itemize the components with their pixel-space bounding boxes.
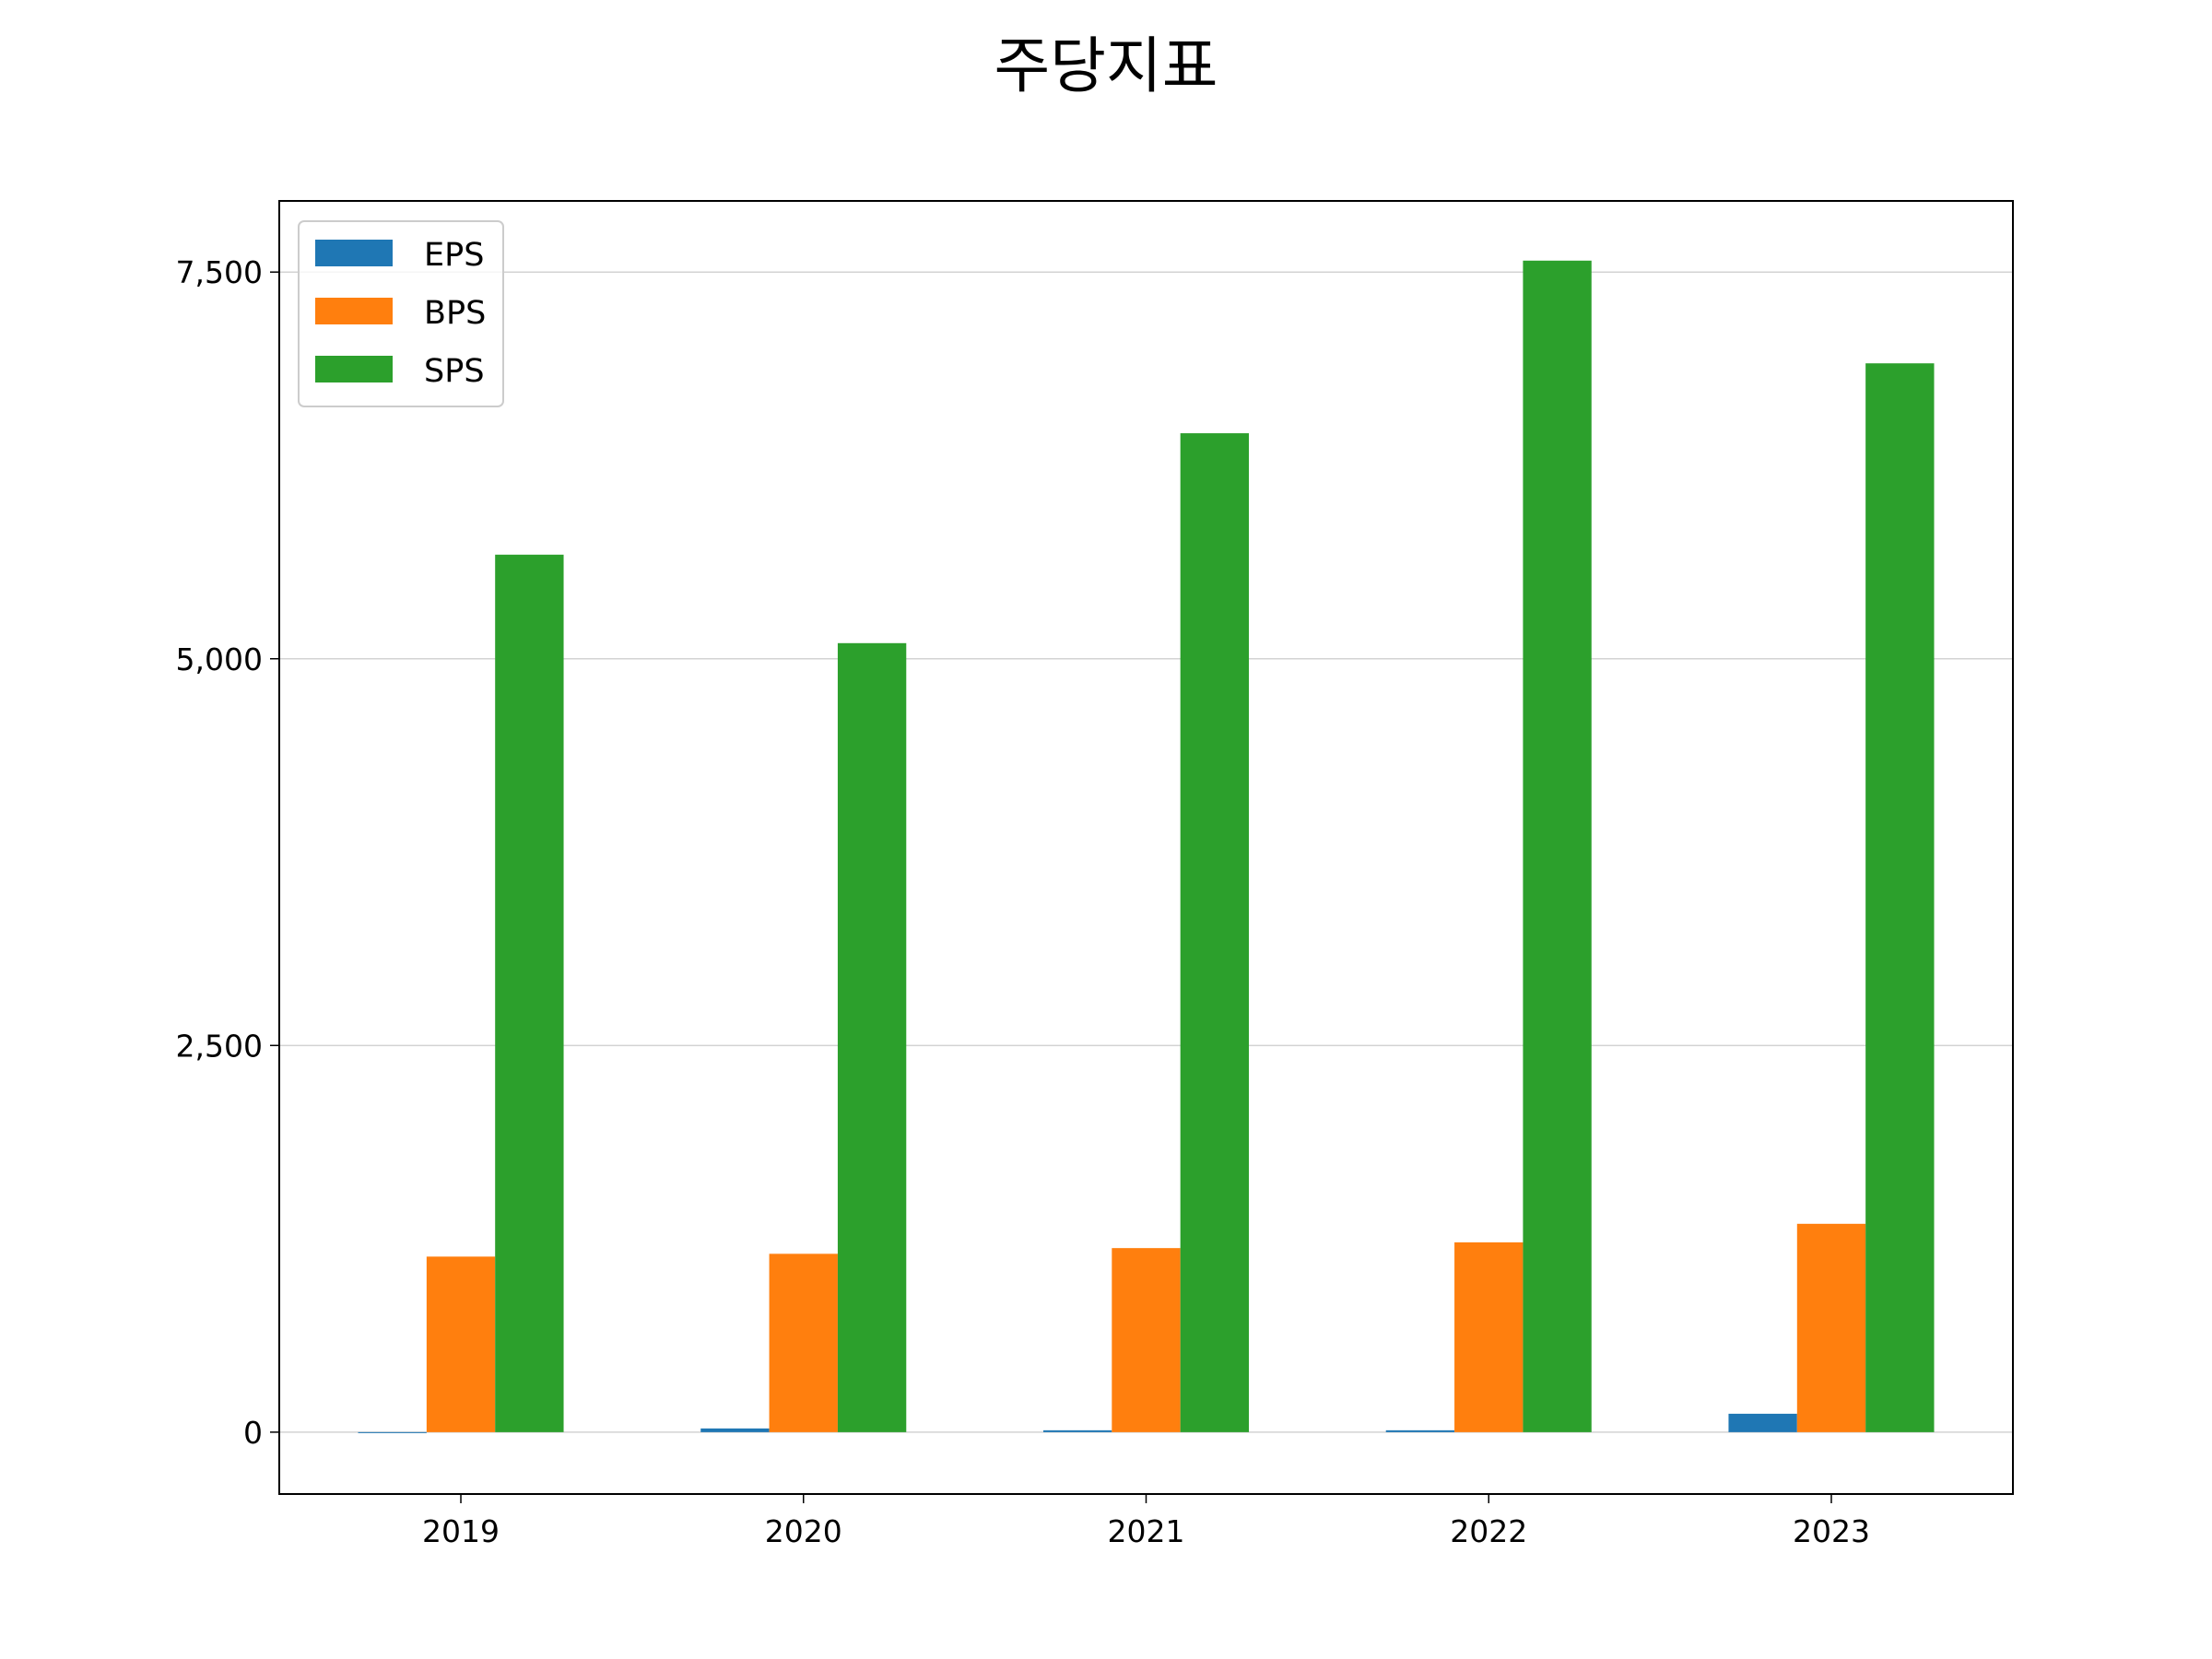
bar-eps-2019 [358, 1431, 427, 1433]
bar-bps-2020 [769, 1253, 838, 1432]
x-tick-label: 2019 [422, 1513, 500, 1549]
plot-frame [278, 200, 2014, 1495]
x-tick-label: 2022 [1450, 1513, 1527, 1549]
bar-bps-2021 [1112, 1248, 1181, 1432]
bar-sps-2020 [837, 642, 907, 1432]
bar-sps-2021 [1180, 433, 1250, 1432]
legend-label-bps: BPS [424, 295, 486, 332]
y-tick-label: 2,500 [176, 1028, 263, 1064]
bar-eps-2023 [1728, 1413, 1797, 1432]
x-tick-label: 2020 [765, 1513, 842, 1549]
legend-label-eps: EPS [424, 237, 484, 274]
bar-bps-2019 [426, 1256, 496, 1432]
bar-bps-2023 [1796, 1223, 1866, 1432]
legend-swatch-bps [315, 298, 393, 324]
legend-swatch-eps [315, 240, 393, 266]
chart-title: 주당지표 [994, 30, 1218, 101]
bar-sps-2023 [1865, 363, 1935, 1432]
legend-swatch-sps [315, 356, 393, 382]
legend-label-sps: SPS [424, 353, 485, 390]
y-tick-label: 5,000 [176, 641, 263, 677]
bar-sps-2019 [495, 554, 564, 1432]
y-tick-label: 0 [243, 1415, 263, 1451]
bar-eps-2022 [1385, 1430, 1455, 1432]
bar-eps-2020 [700, 1428, 770, 1432]
x-tick-label: 2023 [1793, 1513, 1870, 1549]
bar-sps-2022 [1523, 260, 1592, 1432]
x-tick-label: 2021 [1108, 1513, 1185, 1549]
bar-bps-2022 [1454, 1241, 1524, 1432]
y-tick-label: 7,500 [176, 254, 263, 290]
bar-eps-2021 [1042, 1430, 1112, 1432]
